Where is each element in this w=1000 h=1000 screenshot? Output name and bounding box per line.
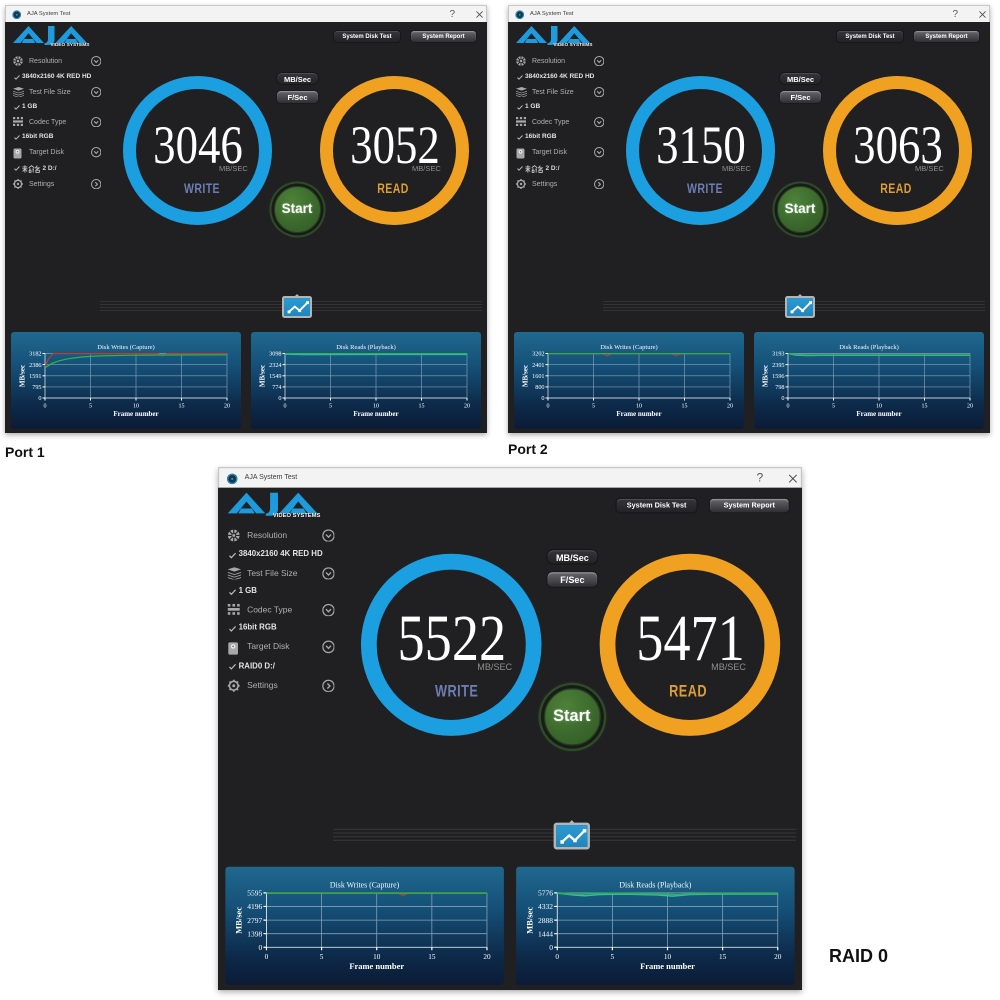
svg-text:2888: 2888 [538, 916, 553, 925]
svg-text:0: 0 [781, 395, 784, 402]
svg-text:3182: 3182 [29, 351, 41, 358]
svg-text:MB/sec: MB/sec [234, 907, 244, 934]
svg-text:Frame number: Frame number [640, 961, 695, 971]
svg-text:0: 0 [44, 404, 47, 410]
svg-text:Disk Reads (Playback): Disk Reads (Playback) [839, 344, 899, 351]
svg-text:Disk Reads (Playback): Disk Reads (Playback) [336, 344, 396, 351]
svg-text:5: 5 [832, 404, 835, 410]
svg-text:20: 20 [483, 952, 491, 961]
svg-text:3202: 3202 [532, 351, 544, 358]
svg-text:20: 20 [967, 404, 973, 410]
svg-text:15: 15 [922, 404, 928, 410]
svg-text:Disk Reads (Playback): Disk Reads (Playback) [619, 880, 691, 889]
svg-text:2386: 2386 [29, 362, 41, 369]
svg-text:Frame number: Frame number [616, 410, 661, 418]
svg-text:1444: 1444 [538, 929, 553, 938]
svg-text:MB/sec: MB/sec [522, 365, 530, 387]
svg-text:0: 0 [265, 952, 269, 961]
svg-text:2797: 2797 [247, 916, 262, 925]
svg-text:774: 774 [272, 384, 281, 391]
svg-text:5776: 5776 [538, 889, 553, 898]
svg-text:10: 10 [133, 404, 139, 410]
svg-text:20: 20 [774, 952, 782, 961]
svg-text:5: 5 [611, 952, 615, 961]
svg-text:10: 10 [664, 952, 672, 961]
svg-text:1549: 1549 [269, 373, 281, 380]
svg-text:15: 15 [428, 952, 436, 961]
svg-text:15: 15 [682, 404, 688, 410]
svg-text:0: 0 [284, 404, 287, 410]
svg-text:10: 10 [636, 404, 642, 410]
svg-text:795: 795 [32, 384, 41, 391]
svg-text:2401: 2401 [532, 362, 544, 369]
svg-text:0: 0 [38, 395, 41, 402]
svg-text:MB/sec: MB/sec [762, 365, 770, 387]
svg-text:2324: 2324 [269, 362, 281, 369]
svg-text:20: 20 [224, 404, 230, 410]
svg-text:Frame number: Frame number [856, 410, 901, 418]
svg-text:5: 5 [320, 952, 324, 961]
svg-text:Frame number: Frame number [349, 961, 404, 971]
svg-text:MB/sec: MB/sec [19, 365, 27, 387]
svg-text:0: 0 [258, 943, 262, 952]
svg-text:1596: 1596 [772, 373, 784, 380]
svg-text:0: 0 [541, 395, 544, 402]
svg-text:MB/sec: MB/sec [259, 365, 267, 387]
svg-text:15: 15 [179, 404, 185, 410]
svg-text:1601: 1601 [532, 373, 544, 380]
svg-text:20: 20 [727, 404, 733, 410]
svg-text:798: 798 [775, 384, 784, 391]
svg-text:Frame number: Frame number [353, 410, 398, 418]
svg-text:1591: 1591 [29, 373, 41, 380]
svg-text:Disk Writes (Capture): Disk Writes (Capture) [330, 880, 400, 889]
svg-text:4196: 4196 [247, 902, 262, 911]
svg-text:3098: 3098 [269, 351, 281, 358]
svg-text:4332: 4332 [538, 902, 553, 911]
svg-text:5: 5 [329, 404, 332, 410]
svg-text:5: 5 [592, 404, 595, 410]
svg-text:5595: 5595 [247, 889, 262, 898]
svg-text:Disk Writes (Capture): Disk Writes (Capture) [600, 344, 657, 351]
svg-text:0: 0 [555, 952, 559, 961]
svg-text:3193: 3193 [772, 351, 784, 358]
svg-text:MB/sec: MB/sec [524, 907, 534, 934]
svg-text:15: 15 [719, 952, 727, 961]
svg-text:20: 20 [464, 404, 470, 410]
svg-text:10: 10 [373, 952, 381, 961]
svg-text:0: 0 [278, 395, 281, 402]
svg-text:2395: 2395 [772, 362, 784, 369]
svg-text:10: 10 [876, 404, 882, 410]
svg-text:10: 10 [373, 404, 379, 410]
svg-text:15: 15 [419, 404, 425, 410]
svg-text:800: 800 [535, 384, 544, 391]
svg-text:Disk Writes (Capture): Disk Writes (Capture) [97, 344, 154, 351]
svg-text:5: 5 [89, 404, 92, 410]
svg-text:0: 0 [547, 404, 550, 410]
svg-text:1398: 1398 [247, 929, 262, 938]
svg-text:0: 0 [787, 404, 790, 410]
svg-text:0: 0 [549, 943, 553, 952]
svg-text:Frame number: Frame number [113, 410, 158, 418]
